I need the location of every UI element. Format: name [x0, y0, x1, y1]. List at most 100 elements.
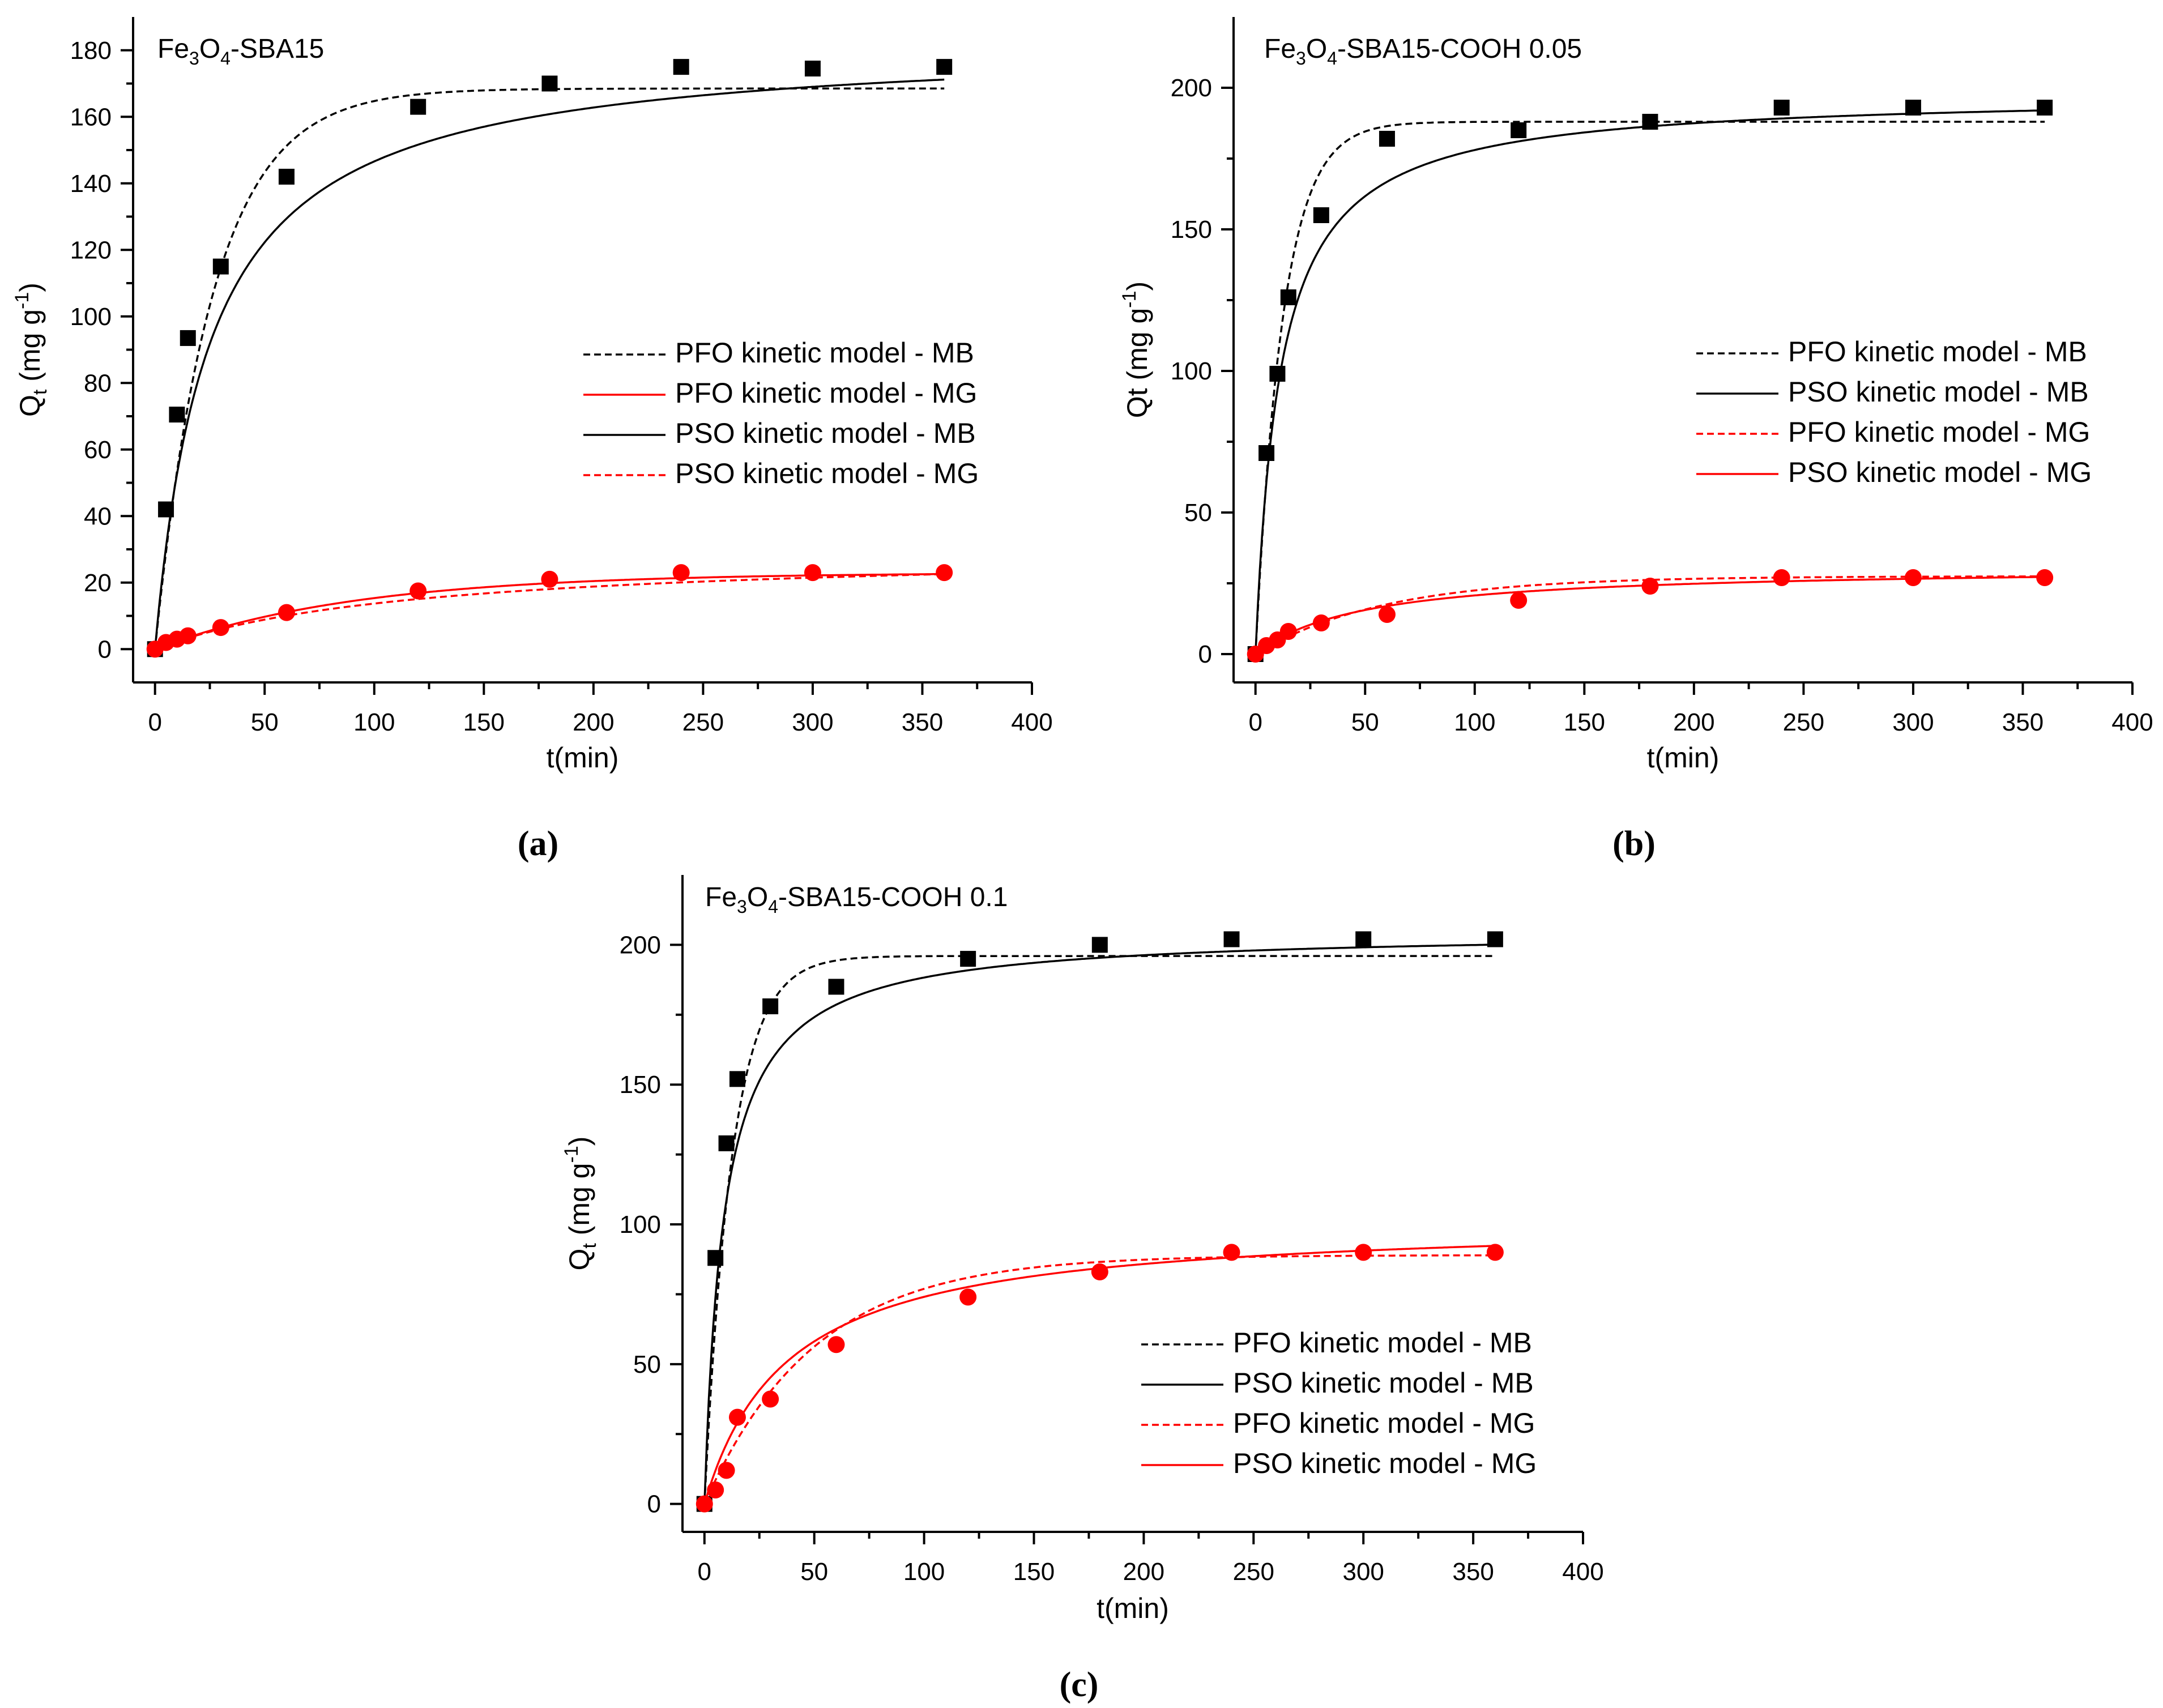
legend-label: PSO kinetic model - MG	[1233, 1447, 1537, 1479]
data-point-circle	[1312, 614, 1330, 631]
legend-label: PSO kinetic model - MG	[1788, 456, 2092, 488]
data-point-square	[278, 169, 295, 185]
x-tick-label: 0	[698, 1558, 711, 1586]
legend-label: PFO kinetic model - MG	[1788, 416, 2090, 448]
y-tick-label: 150	[620, 1071, 661, 1099]
x-tick-label: 400	[1011, 708, 1052, 736]
data-point-square	[1091, 937, 1108, 953]
data-point-circle	[959, 1288, 977, 1306]
chart-title: Fe3O4-SBA15-COOH 0.1	[705, 882, 1008, 917]
x-tick-label: 250	[1783, 708, 1824, 736]
data-point-circle	[1641, 578, 1659, 595]
y-tick-label: 80	[84, 369, 112, 397]
model-curve-2	[703, 1254, 1495, 1505]
x-tick-label: 150	[463, 708, 505, 736]
panel-label: (c)	[1060, 1666, 1099, 1704]
y-tick-label: 140	[70, 170, 112, 198]
legend-label: PFO kinetic model - MB	[1788, 336, 2087, 368]
x-tick-label: 200	[1123, 1558, 1164, 1586]
data-point-square	[707, 1250, 724, 1266]
x-tick-label: 300	[1342, 1558, 1384, 1586]
data-point-circle	[1904, 569, 1922, 586]
x-tick-label: 400	[2111, 708, 2153, 736]
data-point-square	[960, 951, 976, 967]
data-point-circle	[278, 604, 295, 621]
y-axis-label: Qt (mg g-1)	[1119, 281, 1153, 418]
data-point-circle	[672, 564, 690, 582]
x-tick-label: 0	[1248, 708, 1262, 736]
data-point-circle	[1510, 592, 1528, 609]
y-tick-label: 100	[70, 303, 112, 331]
model-curve-1	[703, 943, 1495, 1504]
data-point-square	[804, 61, 821, 77]
data-point-square	[1280, 289, 1296, 305]
legend-label: PFO kinetic model - MG	[1233, 1407, 1535, 1439]
x-tick-label: 200	[573, 708, 614, 736]
x-tick-label: 0	[148, 708, 161, 736]
x-tick-label: 50	[1351, 708, 1379, 736]
data-point-square	[180, 330, 196, 346]
x-tick-label: 200	[1673, 708, 1714, 736]
data-point-square	[1313, 207, 1329, 223]
data-point-square	[541, 75, 558, 92]
data-point-circle	[1279, 623, 1297, 640]
legend-label: PFO kinetic model - MG	[675, 377, 977, 409]
x-tick-label: 350	[2002, 708, 2043, 736]
x-tick-label: 400	[1562, 1558, 1603, 1586]
x-tick-label: 50	[800, 1558, 828, 1586]
legend-label: PFO kinetic model - MB	[1233, 1327, 1532, 1359]
y-tick-label: 60	[84, 436, 112, 464]
data-point-circle	[936, 564, 953, 582]
panel-label: (a)	[518, 825, 558, 863]
x-tick-label: 300	[1892, 708, 1934, 736]
data-point-square	[936, 59, 953, 75]
y-tick-label: 40	[84, 502, 112, 530]
data-point-square	[718, 1135, 735, 1151]
y-tick-label: 50	[633, 1351, 661, 1378]
y-tick-label: 150	[1171, 216, 1212, 244]
data-point-circle	[696, 1495, 713, 1513]
chart-panel-c: 0 50 100 150 200 250 300 350 400 0 50 100 150 200 PFO …	[561, 875, 1604, 1704]
chart-panel-a: 0 50 100 150 200 250 300 350 400 0 20 40 60 80 100 120 1…	[11, 17, 1053, 863]
data-point-circle	[827, 1336, 845, 1353]
legend-label: PFO kinetic model - MB	[675, 337, 974, 369]
data-point-square	[1258, 445, 1275, 461]
data-point-circle	[728, 1408, 746, 1426]
x-tick-label: 150	[1564, 708, 1605, 736]
y-tick-label: 200	[620, 931, 661, 959]
y-tick-label: 0	[647, 1491, 661, 1518]
x-tick-label: 100	[353, 708, 395, 736]
data-point-circle	[718, 1462, 735, 1479]
legend-label: PSO kinetic model - MG	[675, 458, 979, 489]
legend-label: PSO kinetic model - MB	[675, 417, 976, 449]
model-curve-0	[153, 87, 945, 650]
data-point-square	[169, 407, 185, 423]
y-tick-label: 0	[1198, 640, 1212, 668]
chart-title: Fe3O4-SBA15-COOH 0.05	[1264, 34, 1582, 69]
data-point-square	[158, 501, 174, 518]
legend-label: PSO kinetic model - MB	[1788, 376, 2089, 408]
y-tick-label: 0	[98, 635, 112, 663]
x-tick-label: 250	[682, 708, 724, 736]
y-tick-label: 50	[1184, 499, 1212, 527]
data-point-circle	[2036, 569, 2054, 586]
x-tick-label: 350	[1452, 1558, 1494, 1586]
x-axis-label: t(min)	[1647, 742, 1720, 774]
data-point-circle	[804, 564, 821, 582]
data-point-square	[1905, 100, 1921, 116]
y-tick-label: 160	[70, 103, 112, 131]
y-tick-label: 180	[70, 37, 112, 65]
data-point-square	[1269, 366, 1286, 382]
legend-label: PSO kinetic model - MB	[1233, 1367, 1534, 1399]
data-point-square	[1642, 114, 1658, 130]
x-tick-label: 50	[251, 708, 279, 736]
x-axis-label: t(min)	[1097, 1592, 1169, 1624]
data-point-square	[1355, 931, 1372, 947]
data-point-square	[1223, 931, 1240, 947]
data-point-circle	[1091, 1263, 1108, 1280]
data-point-square	[762, 998, 779, 1014]
data-point-circle	[212, 619, 229, 637]
data-point-circle	[1378, 606, 1396, 623]
data-point-square	[673, 59, 689, 75]
